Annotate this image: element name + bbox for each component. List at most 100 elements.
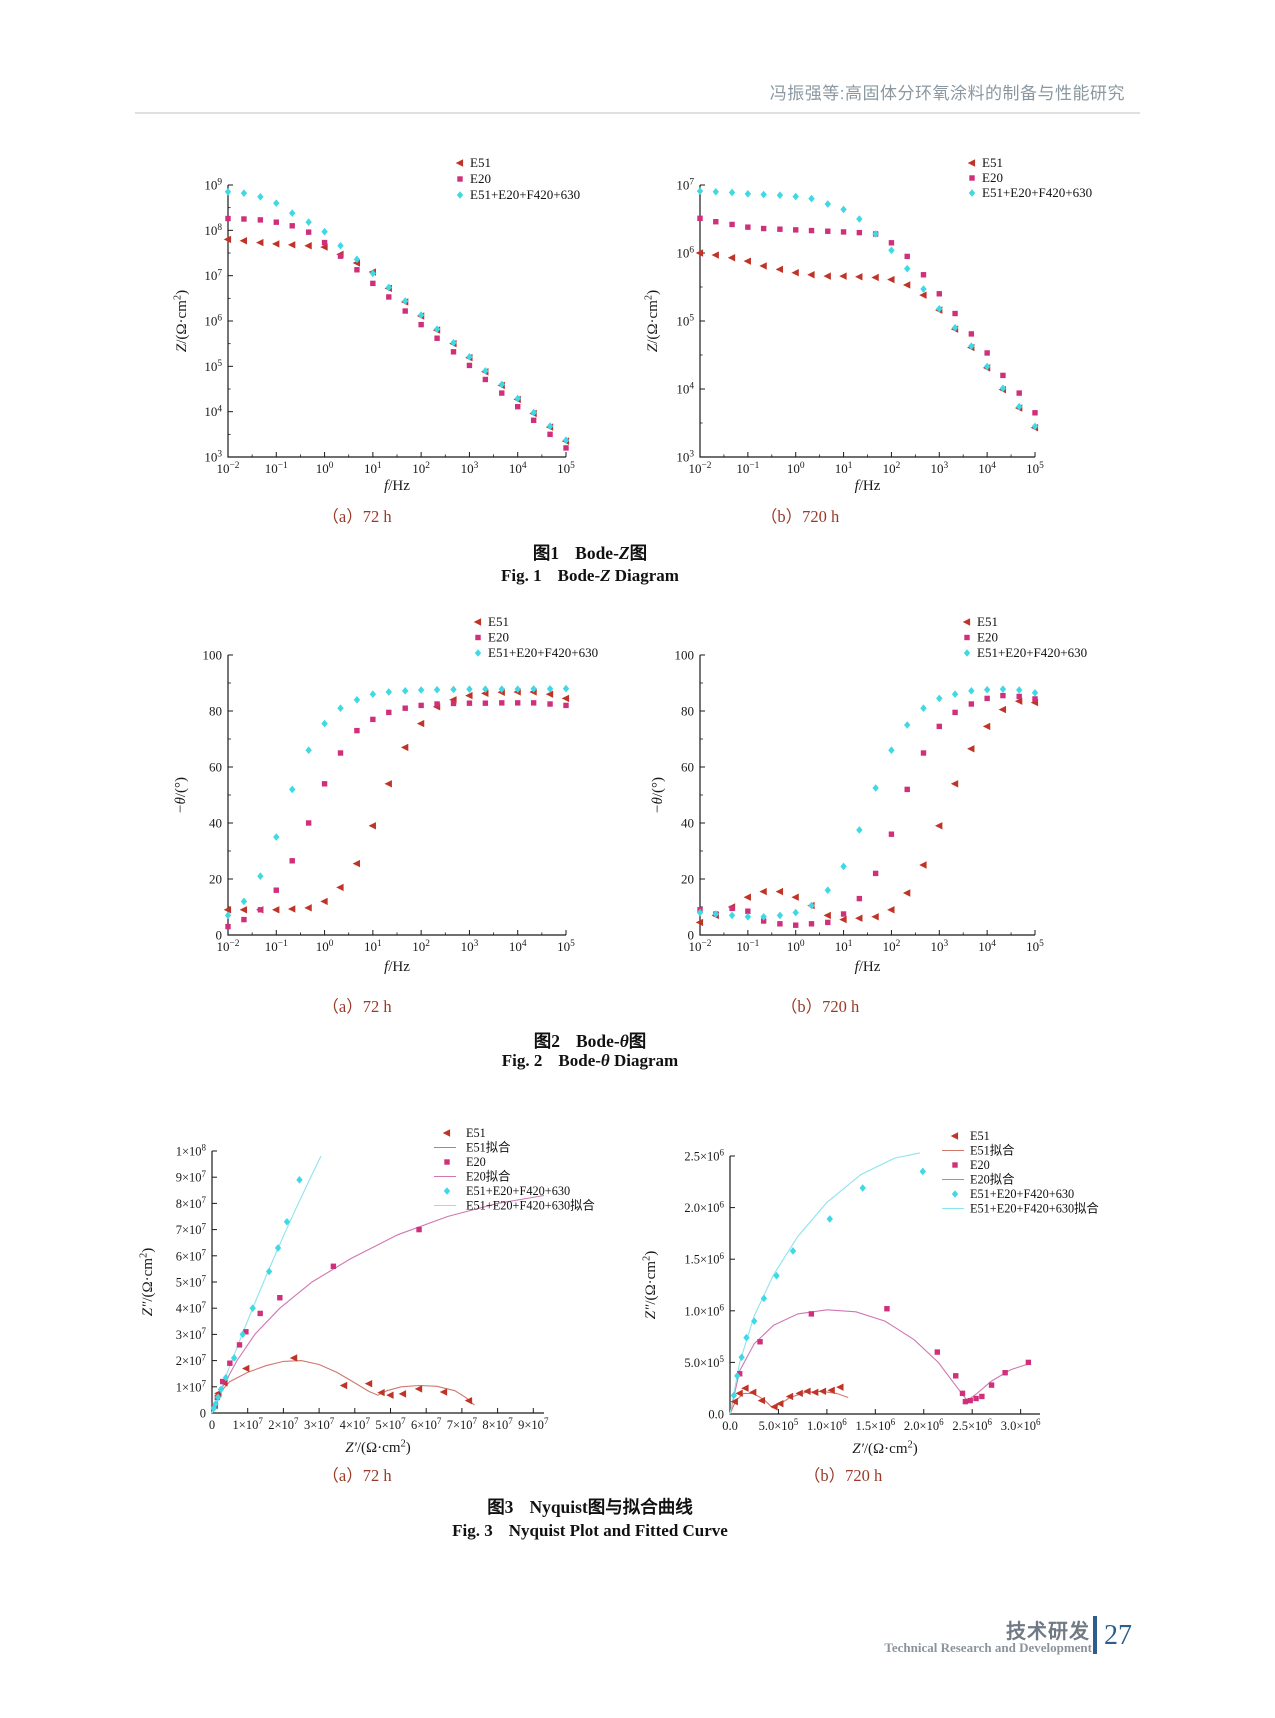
series-points-E20 bbox=[736, 1306, 1032, 1405]
svg-text:105: 105 bbox=[557, 939, 575, 954]
legend-label: E20 bbox=[982, 170, 1003, 185]
legend-label: E51+E20+F420+630 bbox=[970, 1187, 1074, 1201]
svg-text:10−2: 10−2 bbox=[217, 939, 240, 954]
series-points-E51 bbox=[223, 688, 570, 914]
svg-text:0.0: 0.0 bbox=[722, 1419, 738, 1433]
running-head: 冯振强等:高固体分环氧涂料的制备与性能研究 bbox=[769, 84, 1125, 103]
x-axis-label: f/Hz bbox=[384, 478, 410, 494]
svg-text:80: 80 bbox=[681, 704, 694, 719]
svg-text:0: 0 bbox=[216, 928, 223, 943]
svg-text:40: 40 bbox=[209, 816, 222, 831]
series-line-E51+E20+F420+630拟合 bbox=[211, 1155, 322, 1414]
svg-text:20: 20 bbox=[209, 872, 222, 887]
legend-label: E20 bbox=[488, 630, 509, 645]
svg-text:106: 106 bbox=[676, 246, 694, 261]
legend-label: E20拟合 bbox=[970, 1172, 1014, 1187]
svg-text:100: 100 bbox=[787, 461, 805, 476]
svg-text:0.0: 0.0 bbox=[708, 1408, 724, 1422]
svg-text:5.0×105: 5.0×105 bbox=[759, 1417, 799, 1433]
series-line-E51拟合 bbox=[729, 1390, 849, 1415]
fig1-caption-cn: 图1 Bode-Z图 bbox=[532, 543, 648, 563]
svg-text:104: 104 bbox=[509, 461, 527, 476]
svg-text:9×107: 9×107 bbox=[176, 1169, 207, 1185]
x-axis-ticks: 10−2 10−1 100 101 102 103 104 105 bbox=[217, 930, 575, 954]
fig1-caption-en: Fig. 1 Bode-Z Diagram bbox=[501, 566, 679, 585]
svg-text:10−2: 10−2 bbox=[217, 461, 240, 476]
svg-text:104: 104 bbox=[509, 939, 527, 954]
y-axis-ticks: 0 1×107 2×107 3×107 4×107 5×107 6×107 7×107 8×10… bbox=[176, 1143, 217, 1421]
legend-label: E20 bbox=[470, 171, 491, 186]
legend-label: E20 bbox=[977, 630, 998, 645]
svg-text:103: 103 bbox=[930, 461, 948, 476]
svg-text:5.0×105: 5.0×105 bbox=[684, 1354, 724, 1370]
legend-label: E51 bbox=[970, 1129, 990, 1143]
x-axis-label: Z′/(Ω·cm2) bbox=[345, 1439, 411, 1456]
svg-text:105: 105 bbox=[1026, 461, 1044, 476]
svg-text:2.5×106: 2.5×106 bbox=[952, 1417, 992, 1433]
svg-text:0: 0 bbox=[200, 1407, 206, 1421]
subcaption-fig3a: （a）72 h bbox=[322, 1466, 392, 1485]
svg-text:8×107: 8×107 bbox=[482, 1416, 513, 1432]
subcaption-fig1b: （b）720 h bbox=[760, 507, 840, 526]
svg-text:60: 60 bbox=[209, 760, 222, 775]
svg-text:100: 100 bbox=[203, 648, 223, 663]
svg-text:10−1: 10−1 bbox=[265, 461, 288, 476]
footer-section-cn: 技术研发 bbox=[1006, 1621, 1090, 1643]
svg-text:2.0×106: 2.0×106 bbox=[684, 1199, 724, 1215]
svg-text:105: 105 bbox=[204, 359, 222, 374]
subcaption-fig1a: （a）72 h bbox=[322, 507, 392, 526]
nyquist-720h-chart: 0.0 5.0×105 1.0×106 1.5×106 2.0×106 2.5×106 3.… bbox=[620, 1112, 1275, 1484]
svg-text:105: 105 bbox=[1026, 939, 1044, 954]
series-line-E20拟合 bbox=[729, 1309, 1031, 1415]
svg-text:101: 101 bbox=[835, 939, 853, 954]
series-line-E20拟合 bbox=[211, 1194, 545, 1414]
bode-z-720h-svg: 10−2 10−1 100 101 102 103 104 10510310410510610… bbox=[644, 155, 1093, 494]
svg-text:40: 40 bbox=[681, 816, 694, 831]
svg-text:104: 104 bbox=[676, 382, 694, 397]
svg-text:102: 102 bbox=[412, 461, 430, 476]
svg-text:1.0×106: 1.0×106 bbox=[684, 1303, 724, 1319]
legend-label: E20 bbox=[970, 1158, 990, 1172]
series-points-E51 bbox=[695, 697, 1039, 927]
svg-text:1.5×106: 1.5×106 bbox=[855, 1417, 895, 1433]
svg-text:1×108: 1×108 bbox=[176, 1143, 207, 1159]
legend-label: E51+E20+F420+630 bbox=[982, 185, 1092, 200]
y-axis-label: Z″/(Ω·cm2) bbox=[642, 1251, 659, 1319]
legend-label: E51+E20+F420+630 bbox=[466, 1184, 570, 1198]
series-points-E51+E20+F420+630 bbox=[696, 187, 1039, 431]
bode-z-72h-chart: 10−2 10−1 100 101 102 103 104 105 103 104 105 106 10… bbox=[140, 130, 620, 505]
legend-label: E51 bbox=[470, 155, 491, 170]
bode-theta-72h-chart: 10−2 10−1 100 101 102 103 104 105 0 20 40 60 80 100 f/… bbox=[140, 555, 620, 1003]
series-points-E20 bbox=[225, 215, 569, 451]
footer-divider-bar bbox=[1093, 1616, 1097, 1654]
svg-text:2.0×106: 2.0×106 bbox=[904, 1417, 944, 1433]
svg-text:100: 100 bbox=[675, 648, 695, 663]
svg-text:0: 0 bbox=[209, 1418, 215, 1432]
svg-text:4×107: 4×107 bbox=[340, 1416, 371, 1432]
svg-text:60: 60 bbox=[681, 760, 694, 775]
legend-label: E51拟合 bbox=[970, 1143, 1014, 1158]
y-axis-label: −θ/(°) bbox=[650, 777, 666, 813]
series-line-E51+E20+F420+630拟合 bbox=[729, 1152, 921, 1415]
series-points-E51 bbox=[695, 249, 1039, 432]
svg-text:104: 104 bbox=[204, 404, 222, 419]
svg-text:104: 104 bbox=[978, 939, 996, 954]
svg-text:6×107: 6×107 bbox=[411, 1416, 442, 1432]
svg-text:109: 109 bbox=[204, 178, 222, 193]
legend-label: E51 bbox=[982, 155, 1003, 170]
svg-text:105: 105 bbox=[557, 461, 575, 476]
legend-label: E51+E20+F420+630拟合 bbox=[970, 1201, 1099, 1216]
series-points-E51+E20+F420+630 bbox=[730, 1167, 926, 1400]
series-points-E51+E20+F420+630 bbox=[210, 1176, 303, 1413]
svg-text:3×107: 3×107 bbox=[304, 1416, 335, 1432]
svg-text:5×107: 5×107 bbox=[176, 1274, 207, 1290]
bode-z-720h-chart: 10−2 10−1 100 101 102 103 104 105 103 104 105 106 10… bbox=[620, 130, 1120, 505]
svg-text:103: 103 bbox=[204, 450, 222, 465]
svg-text:10−2: 10−2 bbox=[689, 939, 712, 954]
legend-label: E51 bbox=[488, 614, 509, 629]
svg-text:105: 105 bbox=[676, 314, 694, 329]
svg-text:6×107: 6×107 bbox=[176, 1248, 207, 1264]
